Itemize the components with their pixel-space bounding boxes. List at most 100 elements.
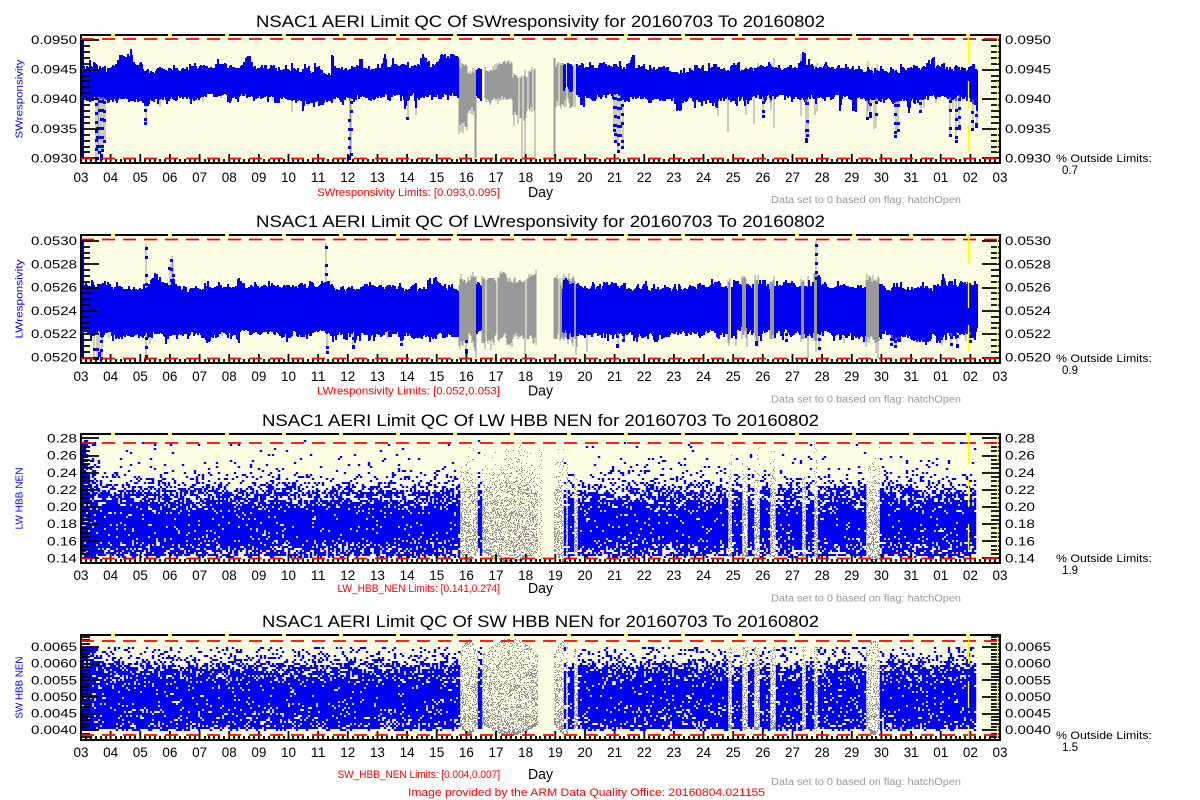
svg-text:0.0055: 0.0055 xyxy=(1005,673,1051,687)
svg-text:09: 09 xyxy=(251,745,266,760)
svg-text:LWresponsivity: LWresponsivity xyxy=(14,259,26,339)
svg-text:0.0045: 0.0045 xyxy=(1005,707,1051,721)
svg-text:28: 28 xyxy=(815,170,830,185)
svg-text:0.0520: 0.0520 xyxy=(31,351,77,365)
svg-text:03: 03 xyxy=(993,745,1008,760)
svg-text:01: 01 xyxy=(933,745,948,760)
svg-text:30: 30 xyxy=(874,745,889,760)
svg-text:SWresponsivity: SWresponsivity xyxy=(14,59,26,139)
svg-text:26: 26 xyxy=(755,745,770,760)
svg-text:0.9: 0.9 xyxy=(1062,365,1078,377)
svg-text:0.28: 0.28 xyxy=(47,432,77,446)
svg-text:21: 21 xyxy=(607,369,622,384)
svg-text:0.26: 0.26 xyxy=(1005,449,1035,463)
svg-text:28: 28 xyxy=(815,745,830,760)
svg-text:31: 31 xyxy=(904,369,919,384)
svg-text:31: 31 xyxy=(904,745,919,760)
svg-text:0.0050: 0.0050 xyxy=(1005,690,1051,704)
svg-text:03: 03 xyxy=(74,568,89,583)
svg-text:24: 24 xyxy=(696,170,711,185)
svg-text:05: 05 xyxy=(133,745,148,760)
svg-text:0.20: 0.20 xyxy=(47,500,77,514)
svg-text:05: 05 xyxy=(133,568,148,583)
svg-text:0.18: 0.18 xyxy=(1005,517,1035,531)
svg-text:02: 02 xyxy=(963,369,978,384)
svg-text:NSAC1 AERI Limit QC Of LW HBB: NSAC1 AERI Limit QC Of LW HBB NEN for 20… xyxy=(262,412,819,430)
svg-text:22: 22 xyxy=(637,568,652,583)
svg-text:31: 31 xyxy=(904,170,919,185)
svg-text:08: 08 xyxy=(222,568,237,583)
svg-text:16: 16 xyxy=(459,369,474,384)
svg-text:0.0530: 0.0530 xyxy=(31,234,77,248)
svg-text:% Outside Limits:: % Outside Limits: xyxy=(1056,730,1152,742)
svg-text:28: 28 xyxy=(815,568,830,583)
svg-text:21: 21 xyxy=(607,568,622,583)
svg-text:07: 07 xyxy=(192,745,207,760)
svg-text:Data set to 0 based on flag: h: Data set to 0 based on flag: hatchOpen xyxy=(771,777,961,788)
svg-text:15: 15 xyxy=(429,745,444,760)
svg-text:01: 01 xyxy=(933,568,948,583)
svg-text:Day: Day xyxy=(528,581,554,597)
svg-text:22: 22 xyxy=(637,369,652,384)
svg-text:16: 16 xyxy=(459,568,474,583)
svg-text:09: 09 xyxy=(251,568,266,583)
svg-text:02: 02 xyxy=(963,568,978,583)
svg-text:0.24: 0.24 xyxy=(47,466,77,480)
svg-text:07: 07 xyxy=(192,170,207,185)
svg-text:17: 17 xyxy=(489,170,504,185)
svg-text:22: 22 xyxy=(637,745,652,760)
svg-text:03: 03 xyxy=(74,745,89,760)
svg-text:24: 24 xyxy=(696,745,711,760)
svg-text:11: 11 xyxy=(311,568,326,583)
svg-text:0.22: 0.22 xyxy=(47,483,77,497)
svg-text:Day: Day xyxy=(528,767,554,783)
svg-text:Data set to 0 based on flag: h: Data set to 0 based on flag: hatchOpen xyxy=(771,594,961,605)
svg-text:10: 10 xyxy=(281,745,296,760)
svg-text:08: 08 xyxy=(222,745,237,760)
svg-text:16: 16 xyxy=(459,170,474,185)
svg-text:0.0055: 0.0055 xyxy=(31,673,77,687)
svg-text:25: 25 xyxy=(726,369,741,384)
svg-text:Day: Day xyxy=(528,185,554,201)
svg-text:15: 15 xyxy=(429,170,444,185)
svg-text:10: 10 xyxy=(281,568,296,583)
svg-text:0.0930: 0.0930 xyxy=(31,151,77,165)
svg-text:22: 22 xyxy=(637,170,652,185)
svg-text:07: 07 xyxy=(192,568,207,583)
svg-text:% Outside Limits:: % Outside Limits: xyxy=(1056,153,1152,165)
svg-text:19: 19 xyxy=(548,568,563,583)
svg-text:13: 13 xyxy=(370,170,385,185)
svg-text:29: 29 xyxy=(844,369,859,384)
svg-text:12: 12 xyxy=(340,369,355,384)
svg-text:18: 18 xyxy=(518,745,533,760)
svg-text:25: 25 xyxy=(726,745,741,760)
svg-text:0.20: 0.20 xyxy=(1005,500,1035,514)
svg-text:26: 26 xyxy=(755,369,770,384)
svg-text:05: 05 xyxy=(133,369,148,384)
svg-text:04: 04 xyxy=(103,568,118,583)
svg-text:SW HBB NEN: SW HBB NEN xyxy=(14,657,26,719)
svg-text:0.28: 0.28 xyxy=(1005,432,1035,446)
svg-text:NSAC1 AERI Limit QC Of SW HBB: NSAC1 AERI Limit QC Of SW HBB NEN for 20… xyxy=(262,613,819,631)
svg-text:Image provided by the ARM Data: Image provided by the ARM Data Quality O… xyxy=(408,787,765,799)
svg-text:17: 17 xyxy=(489,745,504,760)
svg-text:0.0060: 0.0060 xyxy=(31,657,77,671)
svg-text:0.0040: 0.0040 xyxy=(31,723,77,737)
svg-text:14: 14 xyxy=(400,369,415,384)
svg-text:30: 30 xyxy=(874,170,889,185)
svg-text:27: 27 xyxy=(785,568,800,583)
svg-text:% Outside Limits:: % Outside Limits: xyxy=(1056,553,1152,565)
svg-text:19: 19 xyxy=(548,745,563,760)
svg-text:13: 13 xyxy=(370,745,385,760)
svg-text:06: 06 xyxy=(162,745,177,760)
svg-text:0.0940: 0.0940 xyxy=(31,92,77,106)
svg-text:14: 14 xyxy=(400,745,415,760)
svg-text:04: 04 xyxy=(103,170,118,185)
svg-text:03: 03 xyxy=(74,170,89,185)
svg-text:30: 30 xyxy=(874,369,889,384)
svg-text:10: 10 xyxy=(281,369,296,384)
svg-text:LWresponsivity Limits: [0.052,: LWresponsivity Limits: [0.052,0.053] xyxy=(317,386,500,398)
svg-text:18: 18 xyxy=(518,369,533,384)
svg-text:04: 04 xyxy=(103,745,118,760)
svg-text:20: 20 xyxy=(577,170,592,185)
